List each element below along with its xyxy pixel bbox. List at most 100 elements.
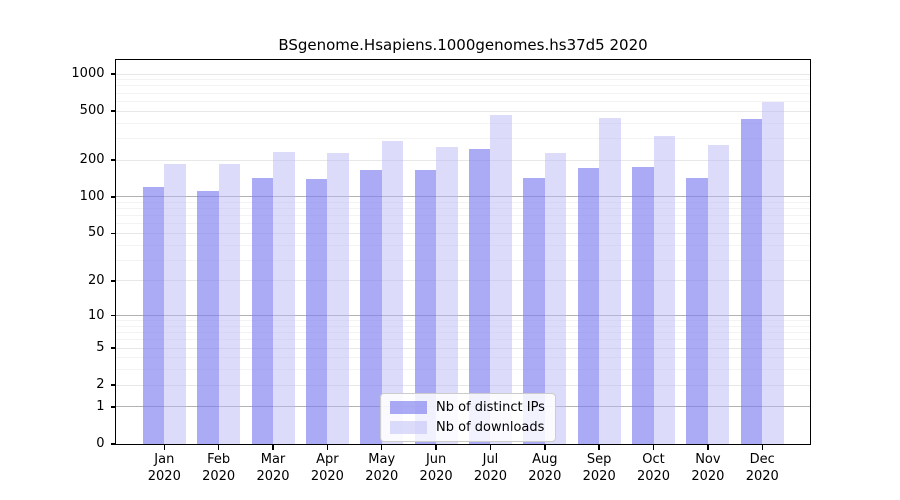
x-tick-nov [707,444,709,450]
gridline-300 [116,137,810,139]
bar-downloads-may [381,140,404,444]
legend-row-distinct-ips: Nb of distinct IPs [390,400,545,415]
gridline-50 [116,232,810,234]
gridline-80 [116,208,810,210]
gridline-60 [116,223,810,225]
y-tick-1 [110,406,116,408]
x-tick-feb [217,444,220,450]
x-tick-oct [652,444,655,450]
gridline-90 [116,201,810,203]
bar-distinct-ips-aug [523,177,545,444]
y-tick-label-50: 50 [87,225,105,241]
legend-row-downloads: Nb of downloads [390,420,545,435]
legend-label-downloads: Nb of downloads [436,420,545,435]
bar-downloads-nov [707,145,730,444]
x-tick-apr [326,444,329,450]
x-tick-label-dec: Dec 2020 [745,452,779,484]
legend-swatch-distinct-ips [390,401,427,414]
bar-distinct-ips-feb [197,190,219,444]
y-tick-label-500: 500 [79,103,105,119]
x-tick-jan [163,444,166,450]
bar-downloads-dec [762,101,784,444]
bar-downloads-feb [218,164,241,444]
gridline-3 [116,369,810,371]
bar-downloads-jun [436,146,458,444]
x-tick-sep [598,444,600,450]
x-tick-label-mar: Mar 2020 [256,452,290,484]
x-tick-dec [761,444,763,450]
bar-downloads-mar [273,151,295,444]
y-tick-label-1000: 1000 [71,66,105,82]
gridline-7 [116,332,810,334]
y-tick-50 [110,232,116,235]
bar-distinct-ips-apr [305,179,328,444]
x-tick-label-sep: Sep 2020 [582,452,616,484]
x-tick-jun [435,444,437,450]
x-tick-label-nov: Nov 2020 [691,452,725,484]
y-tick-label-1: 1 [96,398,105,414]
y-tick-label-10: 10 [87,307,105,323]
gridline-10 [116,315,810,317]
x-tick-label-feb: Feb 2020 [202,452,236,484]
gridline-1000 [116,73,810,75]
gridline-30 [116,259,810,261]
gridline-100 [116,196,810,198]
y-tick-5 [110,347,116,349]
y-tick-label-20: 20 [87,272,105,288]
legend-label-distinct-ips: Nb of distinct IPs [436,400,545,415]
bar-distinct-ips-jun [414,169,437,444]
gridline-900 [116,79,810,81]
x-tick-jul [489,444,492,450]
legend-swatch-downloads [390,421,427,434]
bar-distinct-ips-jan [142,186,165,444]
bar-distinct-ips-may [360,169,382,444]
y-tick-label-2: 2 [96,377,105,393]
gridline-4 [116,357,810,359]
gridline-2 [116,384,810,386]
gridline-800 [116,85,810,87]
bar-downloads-jul [490,115,512,444]
bar-downloads-sep [599,117,621,444]
y-tick-2 [110,384,116,386]
bar-downloads-apr [327,153,349,444]
bar-distinct-ips-nov [686,177,708,444]
bar-downloads-oct [653,135,676,444]
x-tick-label-jan: Jan 2020 [147,452,181,484]
x-tick-label-aug: Aug 2020 [528,452,562,484]
bar-distinct-ips-sep [577,168,600,444]
gridline-500 [116,110,810,112]
x-tick-label-oct: Oct 2020 [636,452,671,484]
gridline-70 [116,215,810,217]
y-tick-10 [110,314,116,317]
x-tick-label-apr: Apr 2020 [310,452,344,484]
y-tick-100 [110,196,116,198]
gridline-400 [116,122,810,124]
y-tick-label-0: 0 [96,436,105,451]
x-tick-mar [272,444,274,450]
legend: Nb of distinct IPs Nb of downloads [380,393,556,442]
bar-distinct-ips-oct [632,166,654,444]
plot-area [115,59,811,445]
gridline-6 [116,339,810,341]
y-tick-20 [110,280,116,282]
y-tick-500 [110,110,116,112]
x-tick-label-jun: Jun 2020 [419,452,453,484]
gridline-5 [116,347,810,349]
x-tick-may [380,444,383,450]
y-tick-label-200: 200 [79,152,105,167]
y-tick-label-100: 100 [79,188,105,204]
gridline-20 [116,280,810,282]
gridline-8 [116,325,810,327]
bar-distinct-ips-mar [251,177,274,444]
gridline-200 [116,159,810,161]
y-tick-200 [110,159,116,161]
x-tick-label-jul: Jul 2020 [473,452,507,484]
x-tick-aug [544,444,546,450]
gridline-40 [116,244,810,246]
gridline-600 [116,100,810,102]
y-tick-0 [110,443,116,445]
gridline-700 [116,92,810,94]
x-tick-label-may: May 2020 [365,452,399,484]
bar-distinct-ips-jul [468,149,491,444]
